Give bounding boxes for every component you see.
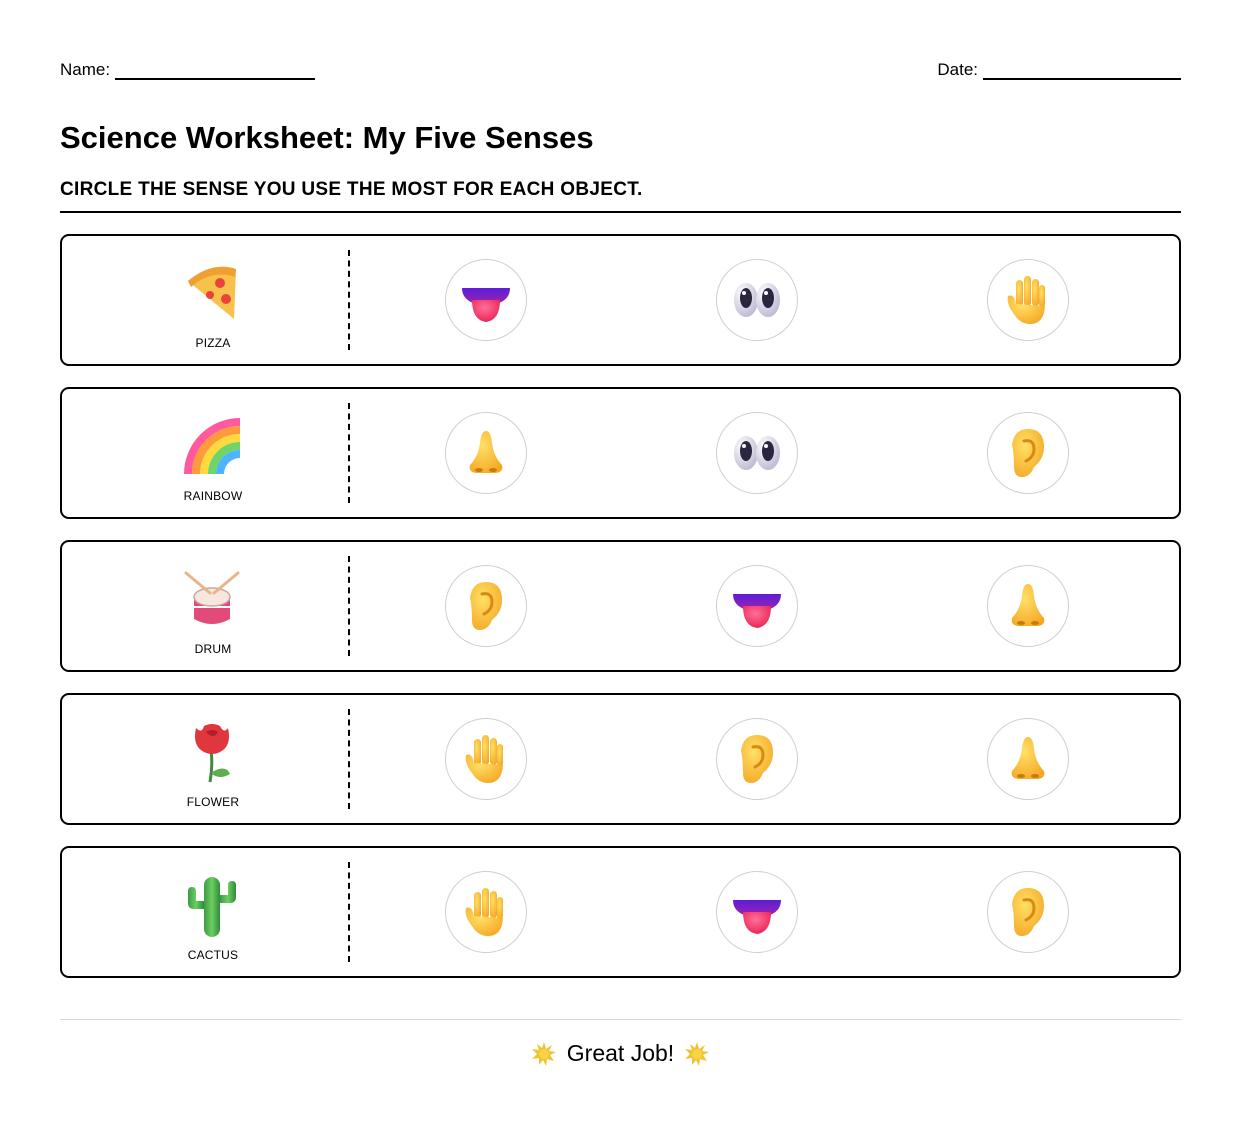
sense-option-hearing[interactable] xyxy=(987,412,1069,494)
footer-divider xyxy=(60,1019,1181,1020)
object-label: FLOWER xyxy=(186,795,240,809)
nose-icon xyxy=(1011,584,1045,626)
row-cactus: CACTUS xyxy=(60,846,1181,978)
sense-option-touch[interactable] xyxy=(445,718,527,800)
rainbow-icon xyxy=(184,418,240,474)
ear-icon xyxy=(1012,888,1044,936)
star-burst-icon xyxy=(531,1041,556,1066)
object-label: RAINBOW xyxy=(183,489,243,503)
sense-option-touch[interactable] xyxy=(445,871,527,953)
row-divider xyxy=(348,709,350,809)
object-label: DRUM xyxy=(194,642,232,656)
sense-option-taste[interactable] xyxy=(716,871,798,953)
instruction-text: CIRCLE THE SENSE YOU USE THE MOST FOR EA… xyxy=(60,179,643,200)
sense-option-taste[interactable] xyxy=(716,565,798,647)
tongue-icon xyxy=(462,288,510,322)
sense-option-hearing[interactable] xyxy=(716,718,798,800)
sense-option-smell[interactable] xyxy=(445,412,527,494)
row-rainbow: RAINBOW xyxy=(60,387,1181,519)
ear-icon xyxy=(1012,429,1044,477)
footer-text: Great Job! xyxy=(566,1040,675,1066)
name-date-bar: Name: Date: xyxy=(60,60,1181,80)
row-divider xyxy=(348,556,350,656)
row-drum: DRUM xyxy=(60,540,1181,672)
date-field[interactable]: Date: xyxy=(937,60,1181,80)
sense-option-taste[interactable] xyxy=(445,259,527,341)
nose-icon xyxy=(1011,737,1045,779)
sense-option-smell[interactable] xyxy=(987,718,1069,800)
sense-option-touch[interactable] xyxy=(987,259,1069,341)
nose-icon xyxy=(469,431,503,473)
sense-option-hearing[interactable] xyxy=(987,871,1069,953)
worksheet-title: Science Worksheet: My Five Senses xyxy=(60,120,594,155)
hand-icon xyxy=(465,735,503,783)
object-cell: RAINBOW xyxy=(62,389,348,517)
sense-option-sight[interactable] xyxy=(716,259,798,341)
hand-icon xyxy=(465,888,503,936)
sense-option-hearing[interactable] xyxy=(445,565,527,647)
star-burst-icon xyxy=(685,1041,710,1066)
name-field[interactable]: Name: xyxy=(60,60,316,80)
object-cell: FLOWER xyxy=(62,695,348,823)
hand-icon xyxy=(1007,276,1045,324)
object-cell: PIZZA xyxy=(62,236,348,364)
row-divider xyxy=(348,250,350,350)
row-divider xyxy=(348,862,350,962)
row-pizza: PIZZA xyxy=(60,234,1181,366)
date-line[interactable] xyxy=(983,66,1181,80)
eyes-icon xyxy=(734,283,780,317)
pizza-icon xyxy=(188,266,236,319)
header-divider xyxy=(60,211,1181,213)
sense-option-smell[interactable] xyxy=(987,565,1069,647)
row-divider xyxy=(348,403,350,503)
date-label: Date: xyxy=(937,60,978,79)
drum-icon xyxy=(184,571,240,624)
eyes-icon xyxy=(734,436,780,470)
name-label: Name: xyxy=(60,60,111,79)
tongue-icon xyxy=(733,900,781,934)
object-cell: CACTUS xyxy=(62,848,348,976)
name-line[interactable] xyxy=(115,66,316,80)
cactus-icon xyxy=(188,877,236,937)
object-label: PIZZA xyxy=(195,336,231,350)
object-cell: DRUM xyxy=(62,542,348,670)
row-flower: FLOWER xyxy=(60,693,1181,825)
ear-icon xyxy=(741,735,773,783)
tongue-icon xyxy=(733,594,781,628)
footer: Great Job! xyxy=(0,1040,1241,1067)
ear-icon xyxy=(470,582,502,630)
rose-icon xyxy=(195,724,230,783)
sense-option-sight[interactable] xyxy=(716,412,798,494)
object-label: CACTUS xyxy=(187,948,239,962)
